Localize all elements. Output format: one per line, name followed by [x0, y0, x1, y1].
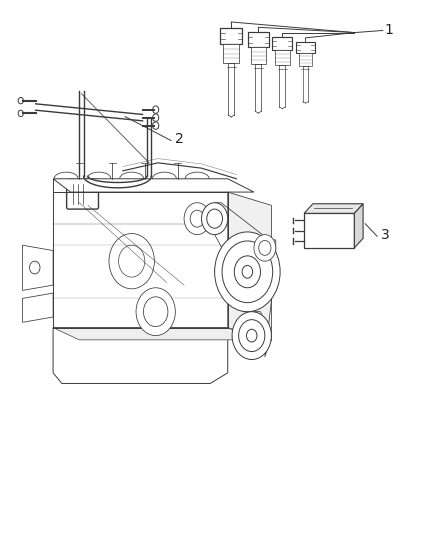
- Polygon shape: [228, 192, 272, 341]
- Circle shape: [29, 261, 40, 274]
- Circle shape: [119, 245, 145, 277]
- Text: 2: 2: [175, 132, 184, 146]
- Circle shape: [239, 320, 265, 352]
- Text: 1: 1: [385, 23, 394, 37]
- Polygon shape: [304, 204, 363, 213]
- Polygon shape: [53, 179, 254, 192]
- Circle shape: [152, 114, 159, 122]
- Bar: [299, 53, 312, 66]
- FancyBboxPatch shape: [304, 213, 354, 248]
- FancyBboxPatch shape: [296, 42, 315, 53]
- Bar: [275, 51, 290, 66]
- Polygon shape: [53, 328, 228, 383]
- Circle shape: [136, 288, 175, 336]
- Circle shape: [18, 110, 23, 117]
- Polygon shape: [354, 204, 363, 248]
- Circle shape: [152, 122, 159, 130]
- Bar: [223, 44, 239, 63]
- Text: 3: 3: [381, 228, 389, 241]
- Circle shape: [215, 232, 280, 312]
- Circle shape: [232, 312, 272, 360]
- Circle shape: [247, 329, 257, 342]
- FancyBboxPatch shape: [248, 33, 269, 47]
- FancyBboxPatch shape: [67, 179, 99, 209]
- Circle shape: [207, 209, 223, 228]
- FancyBboxPatch shape: [272, 37, 293, 51]
- Circle shape: [152, 106, 159, 114]
- FancyBboxPatch shape: [220, 28, 242, 44]
- Polygon shape: [22, 293, 53, 322]
- Circle shape: [242, 265, 253, 278]
- Circle shape: [254, 235, 276, 261]
- Circle shape: [18, 98, 23, 104]
- Circle shape: [184, 203, 210, 235]
- Circle shape: [109, 233, 154, 289]
- Polygon shape: [53, 328, 254, 340]
- Circle shape: [190, 210, 204, 227]
- Circle shape: [144, 297, 168, 327]
- Polygon shape: [22, 245, 53, 290]
- Circle shape: [234, 256, 261, 288]
- Bar: [251, 47, 266, 64]
- Circle shape: [259, 240, 271, 255]
- Circle shape: [201, 203, 228, 235]
- Circle shape: [222, 241, 273, 303]
